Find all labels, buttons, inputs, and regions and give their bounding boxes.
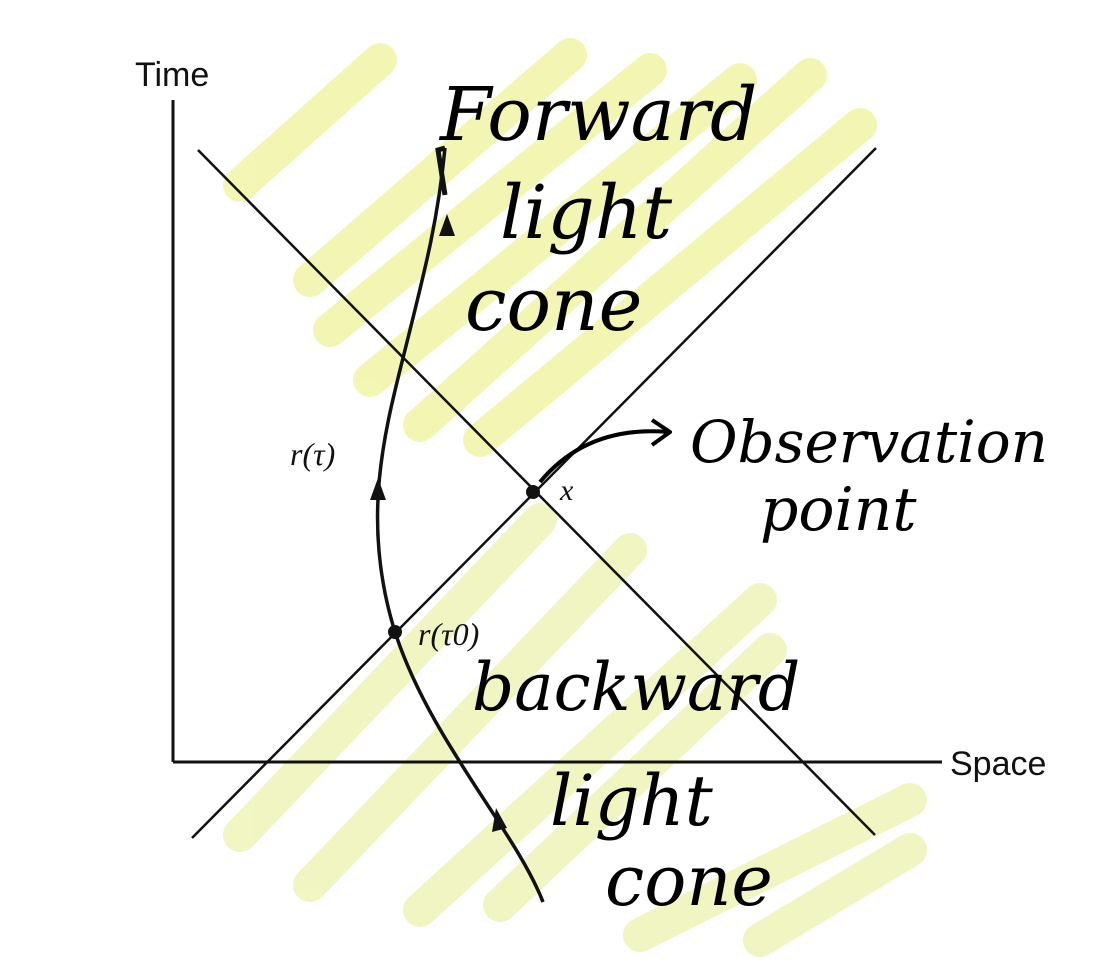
observation-pointer-arrowhead <box>650 418 672 447</box>
backward-light-word: light <box>550 760 714 842</box>
forward-cone-word: cone <box>465 262 642 348</box>
emission-point-label: r(τ0) <box>418 616 479 652</box>
worldline-label: r(τ) <box>290 436 335 472</box>
worldline-curve <box>375 147 545 903</box>
forward-word: Forward <box>438 72 757 158</box>
worldline-arrow-top <box>439 214 455 236</box>
backward-cone-word: cone <box>605 840 773 922</box>
observation-pointer-arrow <box>538 429 669 484</box>
observation-word: Observation <box>690 408 1048 476</box>
space-axis-label: Space <box>950 745 1046 783</box>
forward-cone-annotation: Forward light cone <box>438 72 757 348</box>
backward-cone-highlight <box>223 503 927 957</box>
worldline-hook <box>435 145 448 196</box>
backward-word: backward <box>472 649 800 726</box>
worldline-arrow-bottom <box>492 808 507 832</box>
forward-light-word: light <box>500 170 672 256</box>
observation-point-dot <box>526 485 540 499</box>
point-word: point <box>760 475 917 545</box>
observation-annotation: Observation point <box>690 408 1048 545</box>
worldline-arrow-middle <box>370 478 386 500</box>
forward-cone-highlight <box>223 38 877 457</box>
time-axis-label: Time <box>135 56 209 94</box>
observation-point-label: x <box>559 474 574 507</box>
backward-cone-annotation: backward light cone <box>472 649 800 922</box>
emission-point-dot <box>388 625 402 639</box>
